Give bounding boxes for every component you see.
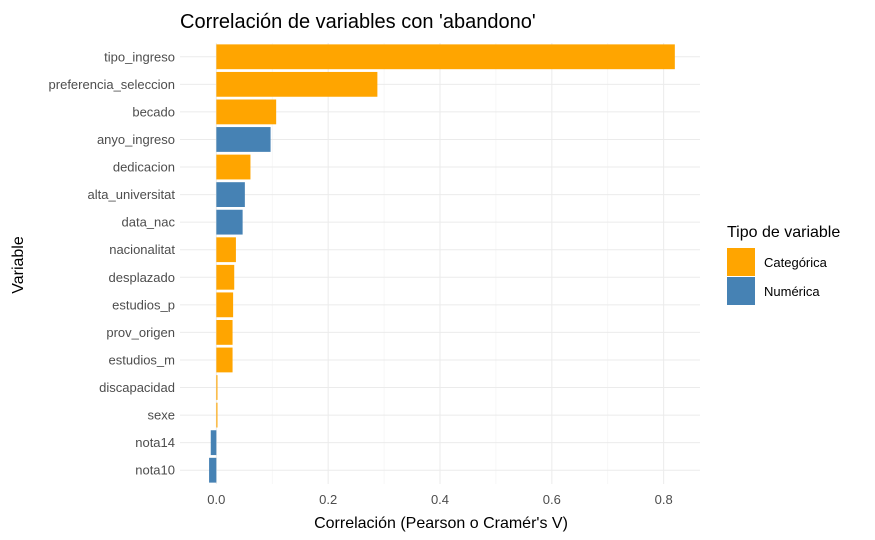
y-tick-label: estudios_m: [109, 352, 175, 367]
y-tick-label: nacionalitat: [109, 242, 175, 257]
y-tick-label: prov_origen: [106, 325, 175, 340]
x-axis-tick-labels: 0.0 0.2 0.4 0.6 0.8: [207, 492, 672, 507]
bar-estudios_m: [216, 347, 233, 373]
x-tick-label: 0.4: [431, 492, 449, 507]
bar-nota14: [210, 430, 217, 456]
bar-discapacidad: [216, 375, 218, 400]
bar-estudios_p: [216, 292, 234, 318]
x-tick-label: 0.6: [543, 492, 561, 507]
bar-nacionalitat: [216, 237, 236, 263]
y-axis-title: Variable: [10, 236, 27, 294]
y-tick-label: estudios_p: [112, 297, 175, 312]
y-tick-label: discapacidad: [99, 380, 175, 395]
y-tick-label: dedicacion: [113, 160, 175, 175]
y-tick-label: tipo_ingreso: [104, 49, 175, 64]
x-tick-label: 0.0: [207, 492, 225, 507]
legend-title: Tipo de variable: [727, 224, 840, 241]
y-tick-label: nota14: [135, 435, 175, 450]
bar-data_nac: [216, 209, 243, 235]
bar-desplazado: [216, 264, 235, 290]
legend-swatch: [727, 277, 755, 305]
y-tick-label: sexe: [148, 408, 175, 423]
bar-preferencia_seleccion: [216, 71, 378, 97]
bar-anyo_ingreso: [216, 127, 271, 152]
bar-dedicacion: [216, 154, 251, 180]
bar-nota10: [209, 457, 217, 483]
y-tick-label: data_nac: [122, 215, 176, 230]
legend-entries: Categórica Numérica: [727, 248, 828, 305]
bars: [209, 44, 675, 483]
y-tick-label: becado: [132, 104, 175, 119]
y-tick-label: preferencia_seleccion: [49, 77, 175, 92]
x-tick-label: 0.2: [319, 492, 337, 507]
legend-swatch: [727, 248, 755, 276]
legend: Tipo de variable Categórica Numérica: [727, 224, 840, 305]
bar-tipo_ingreso: [216, 44, 675, 70]
y-tick-label: alta_universitat: [88, 187, 176, 202]
y-tick-label: nota10: [135, 463, 175, 478]
bar-prov_origen: [216, 320, 233, 345]
legend-label: Categórica: [764, 255, 828, 270]
bar-alta_universitat: [216, 182, 245, 207]
legend-label: Numérica: [764, 284, 820, 299]
x-axis-title: Correlación (Pearson o Cramér's V): [314, 515, 568, 532]
bar-sexe: [216, 402, 218, 428]
x-tick-label: 0.8: [655, 492, 673, 507]
bar-becado: [216, 99, 277, 125]
y-tick-label: desplazado: [109, 270, 176, 285]
chart-title: Correlación de variables con 'abandono': [180, 11, 536, 33]
y-tick-label: anyo_ingreso: [97, 132, 175, 147]
